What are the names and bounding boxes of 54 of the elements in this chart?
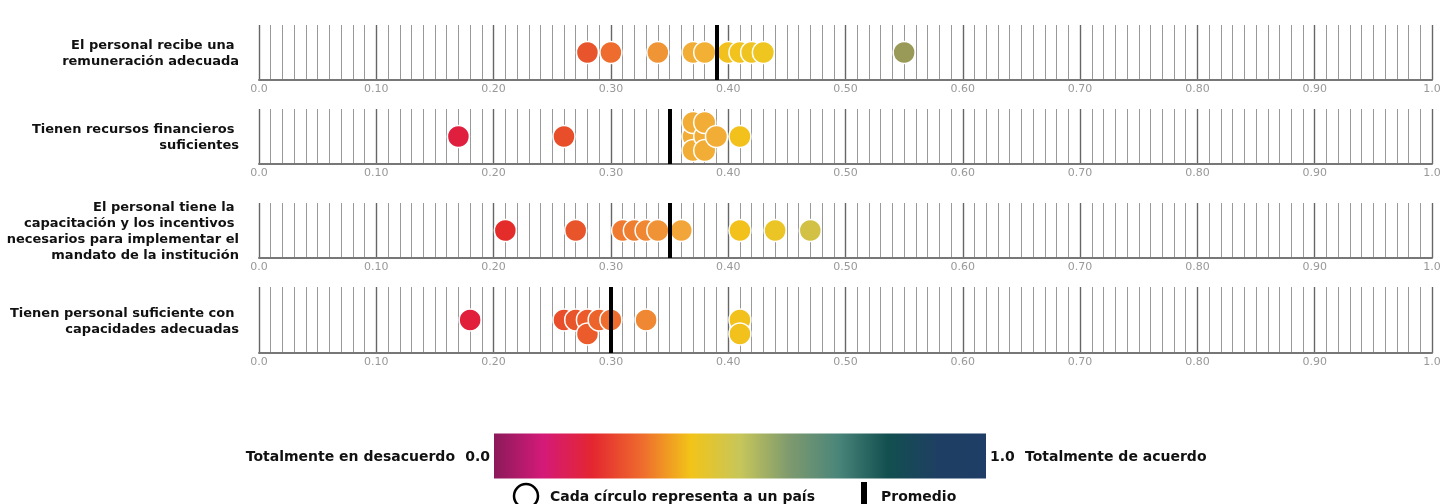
x-tick-label: 0.10 [364, 82, 389, 95]
x-tick-label: 0.80 [1185, 260, 1210, 273]
x-tick-label: 0.50 [833, 355, 858, 368]
text: Totalmente en desacuerdo [245, 448, 456, 464]
x-tick-label: 0.30 [598, 260, 624, 273]
x-tick-label: 0.30 [598, 82, 624, 95]
x-tick-label: 0.50 [833, 82, 858, 95]
text: Promedio [880, 488, 957, 504]
x-tick-label: 0.10 [364, 166, 389, 179]
text: Totalmente de acuerdo [1025, 448, 1207, 464]
y-tick-label: Tienen personal suficiente con capacidades adecuadas [9, 304, 240, 336]
x-tick-label: 0.40 [715, 166, 741, 179]
x-tick-label: 0.70 [1067, 166, 1093, 179]
x-tick-label: 0.80 [1185, 82, 1210, 95]
color-bar-label: 1.0 [990, 448, 1016, 464]
x-tick-label: 0.30 [598, 355, 624, 368]
x-tick-label: 0.30 [598, 166, 624, 179]
x-tick-label: 0.90 [1302, 166, 1327, 179]
x-tick-label: 0.0 [250, 260, 268, 273]
x-tick-label: 1.0 [1423, 355, 1441, 368]
y-tick-label: El personal tiene la capacitación y los incentivos necesarios para implementar el mandato de la institución [6, 199, 239, 262]
x-tick-label: 0.40 [715, 82, 741, 95]
y-tick-label: Tienen recursos financieros suficientes [31, 121, 240, 152]
x-tick-label: 0.90 [1302, 260, 1327, 273]
x-tick-label: 0.80 [1185, 166, 1210, 179]
x-tick-label: 1.0 [1423, 166, 1441, 179]
x-tick-label: 0.0 [250, 82, 268, 95]
x-tick-label: 0.70 [1067, 355, 1093, 368]
x-tick-label: 0.40 [715, 355, 741, 368]
x-tick-label: 0.60 [950, 166, 976, 179]
x-tick-label: 0.10 [364, 355, 389, 368]
x-tick-label: 0.40 [715, 260, 741, 273]
x-tick-label: 0.0 [250, 355, 268, 368]
x-tick-label: 1.0 [1423, 82, 1441, 95]
x-tick-label: 0.60 [950, 355, 976, 368]
x-tick-label: 0.90 [1302, 82, 1327, 95]
x-tick-label: 0.20 [481, 260, 506, 273]
x-tick-label: 0.90 [1302, 355, 1327, 368]
x-tick-label: 0.20 [481, 82, 506, 95]
x-tick-label: 0.50 [833, 166, 858, 179]
x-tick-label: 1.0 [1423, 260, 1441, 273]
color-bar-label: 0.0 [465, 448, 491, 464]
x-tick-label: 0.70 [1067, 82, 1093, 95]
y-tick-label: El personal recibe una remuneración adecuada [62, 37, 239, 68]
x-tick-label: 0.0 [250, 166, 268, 179]
x-tick-label: 0.50 [833, 260, 858, 273]
x-tick-label: 0.70 [1067, 260, 1093, 273]
text: Cada círculo representa a un país [550, 488, 815, 504]
x-tick-label: 0.10 [364, 260, 389, 273]
x-tick-label: 0.80 [1185, 355, 1210, 368]
x-tick-label: 0.20 [481, 355, 506, 368]
x-tick-label: 0.20 [481, 166, 506, 179]
x-tick-label: 0.60 [950, 260, 976, 273]
x-tick-label: 0.60 [950, 82, 976, 95]
